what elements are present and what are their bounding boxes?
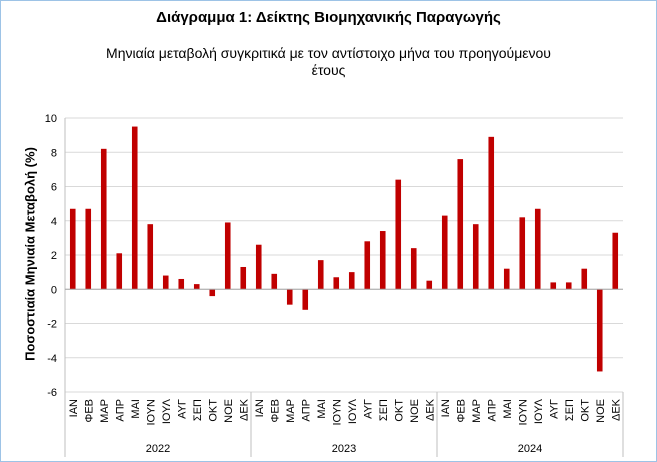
x-tick-label: ΟΚΤ xyxy=(393,399,405,422)
x-tick-label: ΜΑΙ xyxy=(130,399,142,419)
bar xyxy=(596,289,603,372)
y-tick-label: -6 xyxy=(47,387,57,399)
y-tick-label: 8 xyxy=(51,147,57,159)
chart-title: Διάγραμμα 1: Δείκτης Βιομηχανικής Παραγω… xyxy=(156,9,501,26)
x-tick-label: ΔΕΚ xyxy=(238,398,250,421)
bar xyxy=(612,232,619,290)
bar xyxy=(333,277,340,290)
x-tick-label: ΟΚΤ xyxy=(207,399,219,422)
x-tick-label: ΦΕΒ xyxy=(83,399,95,422)
bar xyxy=(519,217,526,290)
x-tick-label: ΣΕΠ xyxy=(564,399,576,421)
bar xyxy=(581,268,588,290)
x-tick-label: ΣΕΠ xyxy=(378,399,390,421)
x-tick-label: ΜΑΙ xyxy=(502,399,514,419)
bar xyxy=(534,208,541,290)
bar xyxy=(147,224,154,290)
bar xyxy=(286,289,293,305)
bar xyxy=(410,248,417,290)
x-tick-label: ΜΑΙ xyxy=(316,399,328,419)
y-tick-label: 0 xyxy=(51,284,57,296)
y-tick-label: 4 xyxy=(51,216,57,228)
x-tick-label: ΙΑΝ xyxy=(440,399,452,417)
x-tick-label: ΝΟΕ xyxy=(409,399,421,423)
x-tick-label: ΜΑΡ xyxy=(285,399,297,423)
bar xyxy=(550,282,557,290)
bar xyxy=(395,179,402,290)
group-label: 2024 xyxy=(518,443,542,455)
x-tick-label: ΔΕΚ xyxy=(610,398,622,421)
x-tick-label: ΑΠΡ xyxy=(486,399,498,422)
x-tick-label: ΑΥΓ xyxy=(548,399,560,419)
bar xyxy=(317,260,324,290)
bar xyxy=(503,268,510,290)
x-tick-label: ΜΑΡ xyxy=(99,399,111,423)
x-tick-label: ΙΟΥΝ xyxy=(331,399,343,426)
bar xyxy=(100,148,107,290)
bar xyxy=(379,231,386,290)
bar xyxy=(85,208,92,290)
x-tick-label: ΝΟΕ xyxy=(595,399,607,423)
bar xyxy=(240,266,247,290)
x-tick-label: ΙΟΥΛ xyxy=(161,398,173,424)
bar xyxy=(271,273,278,290)
y-tick-label: 2 xyxy=(51,250,57,262)
bar xyxy=(209,289,216,297)
chart-subtitle: Μηνιαία μεταβολή συγκριτικά με τον αντίσ… xyxy=(106,45,551,78)
x-tick-label: ΙΟΥΝ xyxy=(145,399,157,426)
y-tick-label: 10 xyxy=(45,113,57,125)
bar xyxy=(162,275,169,290)
group-label: 2023 xyxy=(332,443,356,455)
bar xyxy=(426,280,433,290)
bar xyxy=(472,224,479,290)
y-tick-label: -4 xyxy=(47,353,57,365)
bar xyxy=(255,244,262,290)
bar xyxy=(488,136,495,290)
bar xyxy=(131,126,138,290)
bar xyxy=(193,284,200,290)
bar xyxy=(457,159,464,290)
bar xyxy=(302,289,309,310)
x-tick-label: ΙΑΝ xyxy=(68,399,80,417)
bar xyxy=(69,208,76,290)
x-tick-label: ΔΕΚ xyxy=(424,398,436,421)
bar xyxy=(116,253,123,290)
bar xyxy=(565,282,572,290)
x-tick-label: ΙΟΥΛ xyxy=(533,398,545,424)
x-tick-label: ΦΕΒ xyxy=(455,399,467,422)
bar xyxy=(364,241,371,290)
x-tick-label: ΣΕΠ xyxy=(192,399,204,421)
x-tick-label: ΑΠΡ xyxy=(114,399,126,422)
bar xyxy=(348,272,355,290)
group-label: 2022 xyxy=(146,443,170,455)
x-tick-label: ΝΟΕ xyxy=(223,399,235,423)
x-tick-label: ΑΥΓ xyxy=(362,399,374,419)
x-tick-label: ΙΑΝ xyxy=(254,399,266,417)
x-tick-label: ΑΥΓ xyxy=(176,399,188,419)
x-tick-label: ΜΑΡ xyxy=(471,399,483,423)
x-tick-label: ΟΚΤ xyxy=(579,399,591,422)
x-tick-label: ΦΕΒ xyxy=(269,399,281,422)
bar xyxy=(224,222,231,290)
bar xyxy=(178,278,185,290)
bar xyxy=(441,215,448,290)
y-tick-label: 6 xyxy=(51,182,57,194)
y-tick-label: -2 xyxy=(47,319,57,331)
x-tick-label: ΑΠΡ xyxy=(300,399,312,422)
x-tick-label: ΙΟΥΛ xyxy=(347,398,359,424)
x-tick-label: ΙΟΥΝ xyxy=(517,399,529,426)
